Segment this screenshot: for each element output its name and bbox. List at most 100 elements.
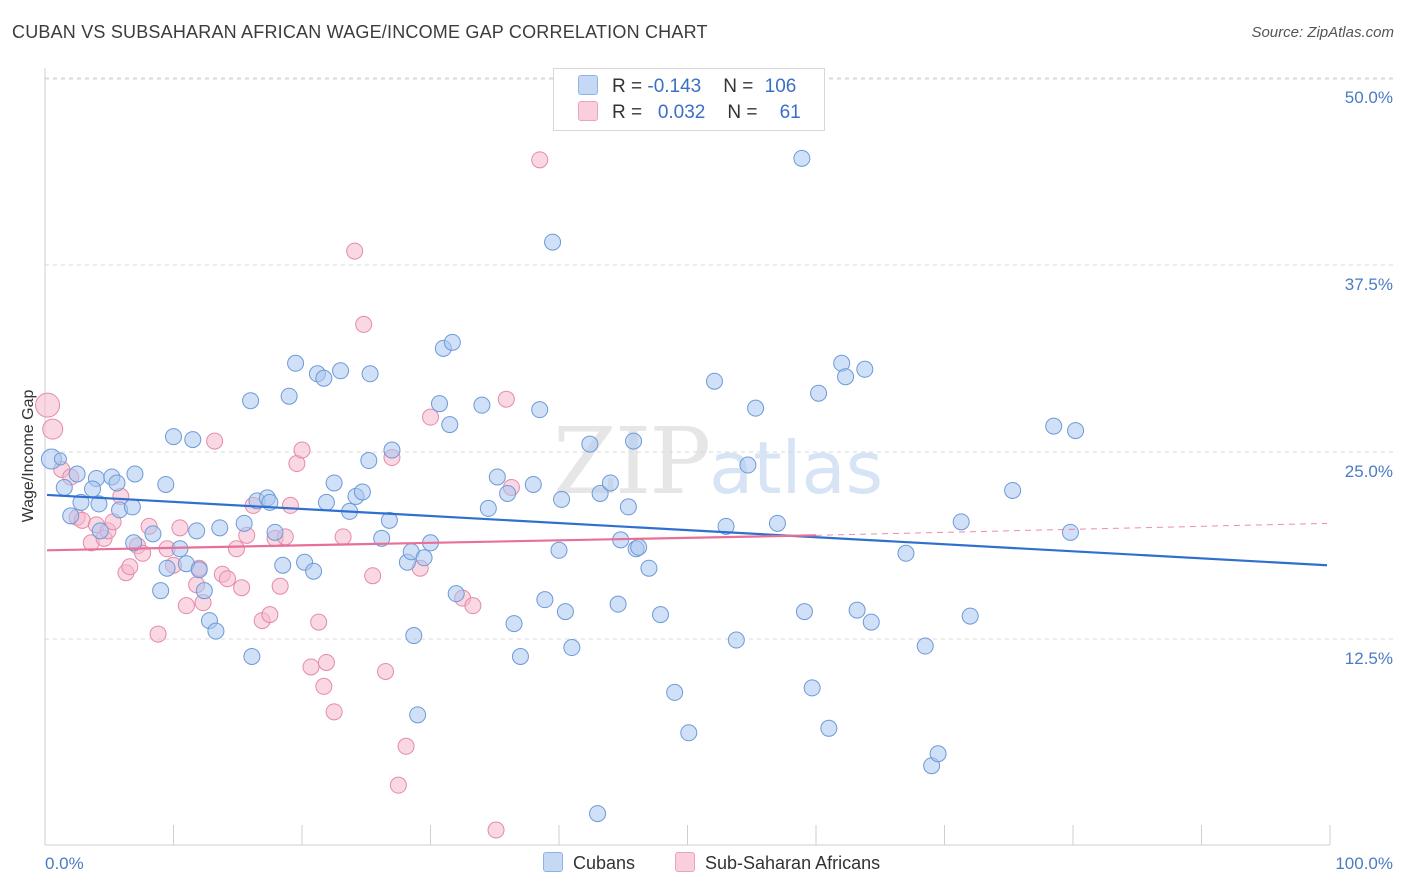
cuban-point bbox=[591, 484, 609, 502]
cuban-point bbox=[55, 478, 73, 496]
cuban-point bbox=[158, 559, 176, 577]
cuban-point bbox=[383, 441, 401, 459]
cuban-point bbox=[768, 514, 786, 532]
cuban-point bbox=[325, 474, 343, 492]
cuban-point bbox=[441, 416, 459, 434]
subsaharan-point bbox=[293, 441, 311, 459]
cuban-point bbox=[727, 631, 745, 649]
cuban-point bbox=[563, 639, 581, 657]
legend-n-label: N = bbox=[723, 76, 759, 97]
cuban-point bbox=[916, 637, 934, 655]
cuban-point bbox=[705, 372, 723, 390]
cuban-point bbox=[553, 490, 571, 508]
subsaharan-point bbox=[302, 658, 320, 676]
legend-n-value-cubans: 106 bbox=[764, 76, 797, 97]
subsaharan-point bbox=[177, 597, 195, 615]
trend-lines bbox=[46, 493, 1328, 567]
subsaharan-point bbox=[317, 653, 335, 671]
cuban-point bbox=[536, 591, 554, 609]
subsaharan-point bbox=[334, 528, 352, 546]
cuban-point bbox=[211, 519, 229, 537]
subsaharan-point bbox=[149, 625, 167, 643]
subsaharan-point bbox=[171, 519, 189, 537]
cuban-point bbox=[837, 368, 855, 386]
subsaharan-point bbox=[271, 577, 289, 595]
y-axis-label: Wage/Income Gap bbox=[20, 390, 37, 523]
subsaharan-point bbox=[355, 315, 373, 333]
subsaharan-point bbox=[35, 392, 61, 418]
subsaharan-point bbox=[531, 151, 549, 169]
cuban-point bbox=[195, 582, 213, 600]
subsaharan-point bbox=[325, 703, 343, 721]
legend-n-value-subsaharan: 61 bbox=[779, 102, 801, 123]
subsaharan-point bbox=[364, 567, 382, 585]
cuban-point bbox=[184, 431, 202, 449]
cuban-point bbox=[266, 523, 284, 541]
cuban-point bbox=[524, 475, 542, 493]
subsaharan-point bbox=[218, 570, 236, 588]
axis-labels: 12.5% 25.0% 37.5% 50.0% 0.0% 100.0% Wage/Incom… bbox=[20, 88, 1393, 873]
cuban-point bbox=[666, 683, 684, 701]
legend-row-subsaharan: R = 0.032 N = 61 bbox=[578, 101, 801, 127]
cuban-point bbox=[589, 805, 607, 823]
cuban-point bbox=[630, 538, 648, 556]
cuban-point bbox=[361, 365, 379, 383]
cuban-point bbox=[556, 603, 574, 621]
cuban-point bbox=[897, 544, 915, 562]
cuban-point bbox=[62, 507, 80, 525]
subsaharan-point bbox=[42, 418, 64, 440]
cuban-point bbox=[531, 401, 549, 419]
cuban-point bbox=[157, 475, 175, 493]
cuban-point bbox=[165, 428, 182, 446]
cuban-point bbox=[90, 495, 108, 513]
cuban-point bbox=[315, 369, 333, 387]
subsaharan-point bbox=[397, 737, 415, 755]
legend-swatch-cubans bbox=[578, 75, 598, 95]
cuban-point bbox=[544, 233, 562, 251]
cuban-point bbox=[144, 525, 162, 543]
cuban-point bbox=[72, 493, 90, 511]
cuban-point bbox=[803, 679, 821, 697]
subsaharan-point bbox=[121, 558, 139, 576]
cuban-point bbox=[1004, 481, 1022, 499]
cuban-point bbox=[317, 493, 335, 511]
cuban-point bbox=[152, 582, 170, 600]
cuban-point bbox=[488, 468, 506, 486]
bottom-legend-subsaharan: Sub-Saharan Africans bbox=[675, 852, 880, 874]
trend-line-subsaharan bbox=[46, 534, 817, 552]
cuban-point bbox=[108, 474, 126, 492]
cuban-point bbox=[952, 513, 970, 531]
chart-title: CUBAN VS SUBSAHARAN AFRICAN WAGE/INCOME … bbox=[12, 22, 708, 42]
subsaharan-point bbox=[497, 390, 515, 408]
cuban-point bbox=[235, 514, 253, 532]
cuban-point bbox=[505, 615, 523, 633]
cuban-point bbox=[68, 465, 86, 483]
cuban-point bbox=[91, 522, 109, 540]
subsaharan-point bbox=[464, 597, 482, 615]
subsaharan-point bbox=[310, 613, 328, 631]
cuban-point bbox=[499, 484, 517, 502]
source-label: Source: ZipAtlas.com bbox=[1251, 24, 1394, 41]
y-tick-label: 37.5% bbox=[1345, 275, 1393, 294]
bottom-legend-swatch-cubans bbox=[543, 852, 563, 872]
trend-line-cubans bbox=[46, 493, 1328, 567]
subsaharan-point bbox=[315, 677, 333, 695]
legend-row-cubans: R = -0.143 N = 106 bbox=[578, 75, 796, 101]
cuban-point bbox=[123, 498, 141, 516]
cuban-point bbox=[280, 387, 298, 405]
legend-r-value-cubans: -0.143 bbox=[647, 76, 702, 97]
subsaharan-point bbox=[206, 432, 224, 450]
subsaharan-point bbox=[233, 579, 251, 597]
cuban-point bbox=[810, 384, 828, 402]
cuban-point bbox=[609, 595, 627, 613]
cuban-point bbox=[443, 333, 461, 351]
cuban-point bbox=[820, 719, 838, 737]
series-cubans-points bbox=[40, 149, 1085, 823]
cuban-point bbox=[848, 601, 866, 619]
cuban-point bbox=[409, 706, 427, 724]
legend-r-label: R = bbox=[612, 102, 648, 123]
legend-r-label: R = bbox=[612, 76, 648, 97]
cuban-point bbox=[473, 396, 491, 414]
legend-r-value-subsaharan: 0.032 bbox=[657, 102, 706, 123]
